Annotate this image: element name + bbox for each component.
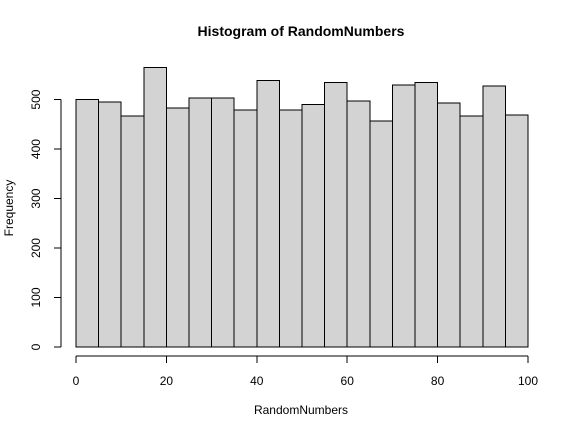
x-tick-label: 60 — [341, 374, 355, 388]
histogram-bar — [256, 79, 280, 348]
y-tick-label: 200 — [29, 238, 43, 258]
y-tick-label: 400 — [29, 139, 43, 159]
histogram-bar — [98, 101, 122, 348]
x-tick-label: 20 — [160, 374, 174, 388]
y-tick-label: 500 — [29, 89, 43, 109]
histogram-bar — [165, 107, 190, 348]
x-tick-label: 40 — [250, 374, 264, 388]
histogram-bar — [504, 114, 529, 348]
y-axis-label: Frequency — [2, 180, 16, 237]
histogram-bar — [482, 85, 506, 348]
bars-group — [75, 66, 529, 348]
x-axis: 0 20 40 60 80 100 — [73, 355, 538, 388]
x-tick-label: 0 — [73, 374, 80, 388]
histogram-bar — [459, 115, 484, 348]
y-axis: 0 100 200 300 400 500 — [29, 89, 62, 350]
x-axis-label: RandomNumbers — [254, 403, 348, 417]
y-tick-label: 100 — [29, 287, 43, 307]
histogram-bar — [233, 109, 258, 348]
chart-title: Histogram of RandomNumbers — [198, 23, 405, 39]
histogram-bar — [324, 81, 348, 348]
histogram-bar — [188, 97, 213, 348]
y-tick-label: 0 — [29, 343, 43, 350]
histogram-bar — [211, 97, 235, 348]
histogram-bar — [278, 109, 303, 348]
histogram-bar — [414, 81, 439, 348]
histogram-bar — [143, 66, 167, 348]
histogram-bar — [75, 99, 100, 348]
histogram-bar — [437, 102, 461, 348]
histogram-bar — [369, 120, 393, 348]
x-tick-label: 100 — [518, 374, 538, 388]
histogram-bar — [301, 104, 326, 348]
histogram-bar — [346, 100, 371, 348]
histogram-bar — [391, 84, 416, 348]
histogram-bar — [120, 115, 145, 348]
y-tick-label: 300 — [29, 188, 43, 208]
x-tick-label: 80 — [431, 374, 445, 388]
